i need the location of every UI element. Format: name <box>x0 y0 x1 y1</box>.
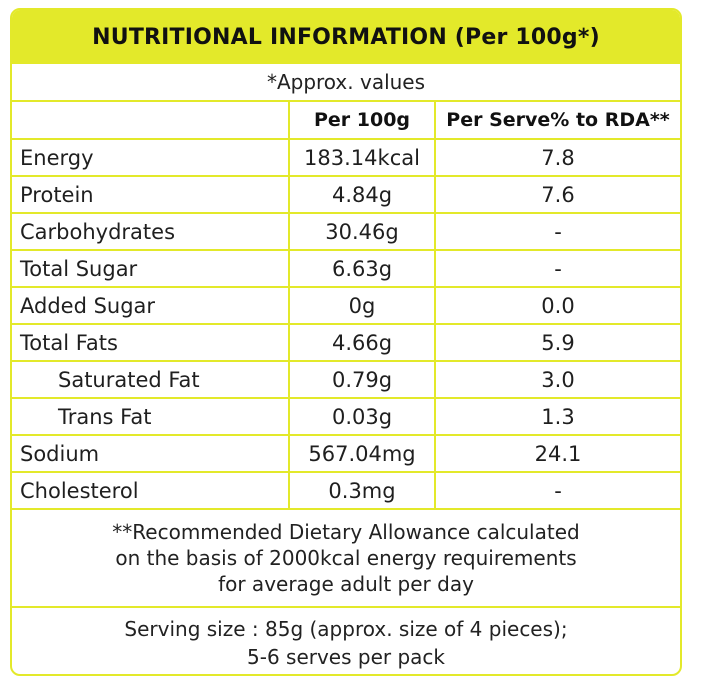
per-100g-value: 0.03g <box>290 399 436 434</box>
table-row: Saturated Fat 0.79g 3.0 <box>12 362 680 399</box>
per-serve-value: 1.3 <box>541 404 575 429</box>
nutrient-name: Total Fats <box>12 325 290 360</box>
table-row: Energy 183.14kcal 7.8 <box>12 140 680 177</box>
per-serve-value: 5.9 <box>541 330 575 355</box>
panel-title: NUTRITIONAL INFORMATION (Per 100g*) <box>12 10 680 64</box>
per-serve-value: 0.0 <box>541 293 575 318</box>
per-serve-value: 3.0 <box>541 367 575 392</box>
table-row: Carbohydrates 30.46g - <box>12 214 680 251</box>
per-100g-value: 183.14kcal <box>290 140 436 175</box>
nutrient-name: Sodium <box>12 436 290 471</box>
per-serve-value: 7.8 <box>541 145 575 170</box>
table-row: Cholesterol 0.3mg - <box>12 473 680 510</box>
table-row: Trans Fat 0.03g 1.3 <box>12 399 680 436</box>
table-row: Total Fats 4.66g 5.9 <box>12 325 680 362</box>
serves-per-pack-line: 5-6 serves per pack <box>247 645 445 669</box>
rda-footnote-line: **Recommended Dietary Allowance calculat… <box>112 520 580 544</box>
rda-footnote: **Recommended Dietary Allowance calculat… <box>12 510 680 608</box>
per-serve-value: - <box>554 478 562 503</box>
per-100g-value: 0g <box>290 288 436 323</box>
nutrient-name: Carbohydrates <box>12 214 290 249</box>
nutrient-name: Cholesterol <box>12 473 290 508</box>
nutrient-name: Saturated Fat <box>12 362 290 397</box>
per-serve-value: - <box>554 256 562 281</box>
column-header-per-serve: Per Serve% to RDA** <box>446 109 670 131</box>
per-serve-value: 7.6 <box>541 182 575 207</box>
table-row: Protein 4.84g 7.6 <box>12 177 680 214</box>
per-serve-value: - <box>554 219 562 244</box>
column-header-per-100g: Per 100g <box>290 102 436 138</box>
per-100g-value: 4.84g <box>290 177 436 212</box>
nutrient-name: Added Sugar <box>12 288 290 323</box>
table-row: Total Sugar 6.63g - <box>12 251 680 288</box>
per-100g-value: 6.63g <box>290 251 436 286</box>
per-100g-value: 567.04mg <box>290 436 436 471</box>
table-row: Added Sugar 0g 0.0 <box>12 288 680 325</box>
per-100g-value: 30.46g <box>290 214 436 249</box>
per-100g-value: 4.66g <box>290 325 436 360</box>
nutrition-panel: NUTRITIONAL INFORMATION (Per 100g*) *App… <box>10 8 682 676</box>
rda-footnote-line: on the basis of 2000kcal energy requirem… <box>115 546 577 570</box>
nutrient-name: Energy <box>12 140 290 175</box>
nutrient-name: Protein <box>12 177 290 212</box>
serving-size-note: Serving size : 85g (approx. size of 4 pi… <box>12 608 680 674</box>
rda-footnote-line: for average adult per day <box>218 572 474 596</box>
serving-size-line: Serving size : 85g (approx. size of 4 pi… <box>124 617 568 641</box>
nutrient-name: Total Sugar <box>12 251 290 286</box>
approx-values-note: *Approx. values <box>12 64 680 102</box>
per-100g-value: 0.3mg <box>290 473 436 508</box>
table-header-row: Per 100g Per Serve% to RDA** <box>12 102 680 140</box>
header-empty-cell <box>12 102 290 138</box>
per-100g-value: 0.79g <box>290 362 436 397</box>
nutrient-name: Trans Fat <box>12 399 290 434</box>
per-serve-value: 24.1 <box>534 441 582 466</box>
table-row: Sodium 567.04mg 24.1 <box>12 436 680 473</box>
